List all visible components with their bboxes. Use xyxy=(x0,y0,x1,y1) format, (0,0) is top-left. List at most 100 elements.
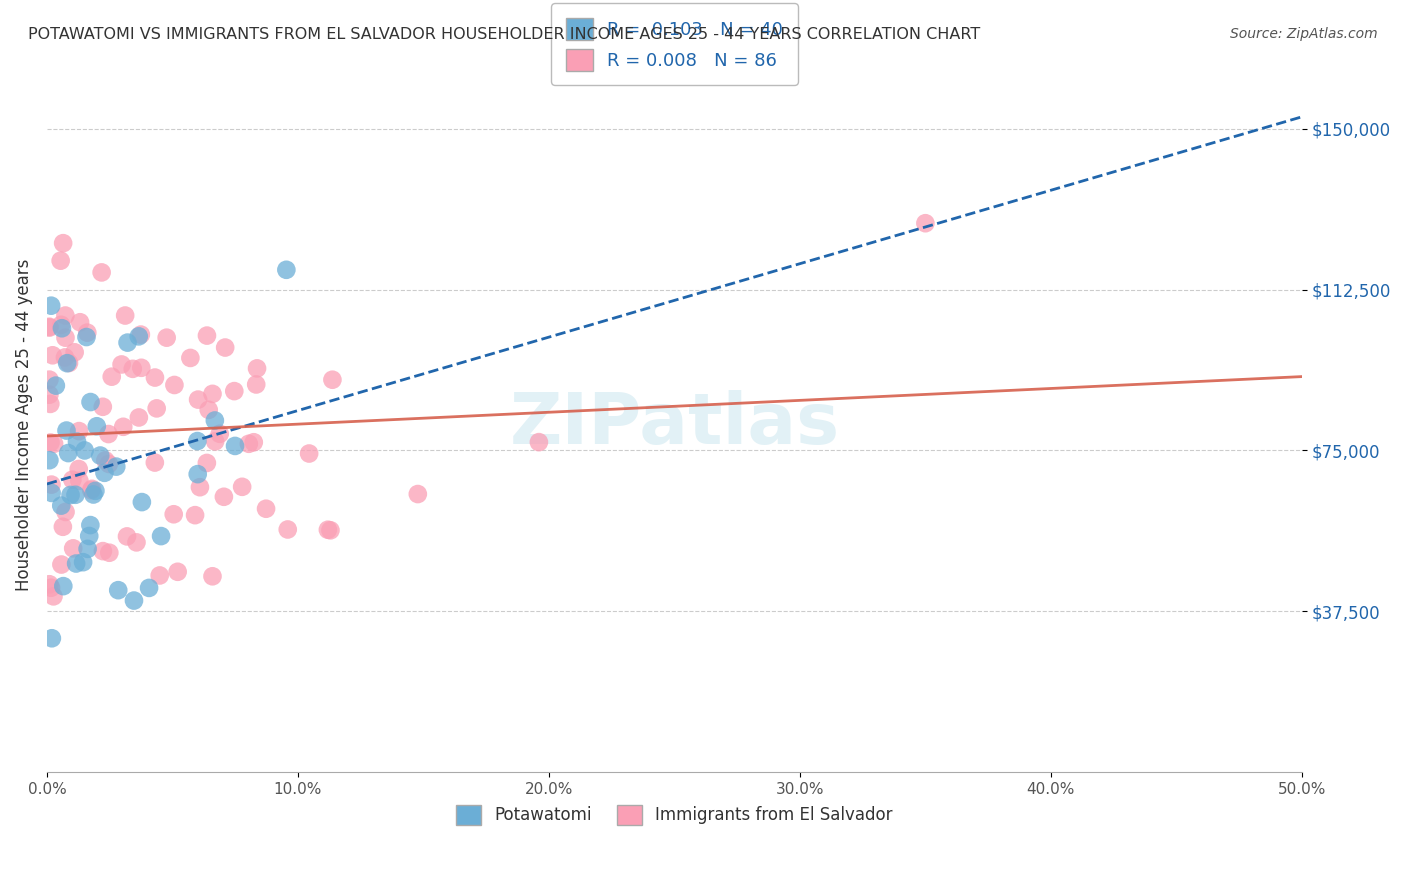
Immigrants from El Salvador xyxy=(254,501,277,516)
Potawatomi xyxy=(58,446,80,460)
Immigrants from El Salvador xyxy=(214,341,236,355)
Potawatomi xyxy=(224,439,246,453)
Potawatomi xyxy=(89,449,111,463)
Potawatomi xyxy=(79,395,101,409)
Immigrants from El Salvador xyxy=(76,326,98,340)
Immigrants from El Salvador xyxy=(97,427,120,442)
Immigrants from El Salvador xyxy=(39,435,62,450)
Immigrants from El Salvador xyxy=(69,315,91,329)
Potawatomi xyxy=(76,541,98,556)
Immigrants from El Salvador xyxy=(121,361,143,376)
Immigrants from El Salvador xyxy=(163,378,186,392)
Immigrants from El Salvador xyxy=(63,345,86,359)
Immigrants from El Salvador xyxy=(97,457,120,471)
Immigrants from El Salvador xyxy=(53,351,76,365)
Immigrants from El Salvador xyxy=(238,437,260,451)
Potawatomi xyxy=(51,321,73,335)
Immigrants from El Salvador xyxy=(41,477,63,491)
Immigrants from El Salvador xyxy=(156,331,179,345)
Immigrants from El Salvador xyxy=(184,508,207,523)
Immigrants from El Salvador xyxy=(42,590,65,604)
Immigrants from El Salvador xyxy=(80,482,103,496)
Immigrants from El Salvador xyxy=(187,392,209,407)
Immigrants from El Salvador xyxy=(277,523,299,537)
Potawatomi xyxy=(107,583,129,598)
Potawatomi xyxy=(59,488,82,502)
Immigrants from El Salvador xyxy=(90,265,112,279)
Immigrants from El Salvador xyxy=(128,410,150,425)
Immigrants from El Salvador xyxy=(188,480,211,494)
Immigrants from El Salvador xyxy=(149,568,172,582)
Potawatomi xyxy=(93,466,115,480)
Immigrants from El Salvador xyxy=(67,462,90,476)
Immigrants from El Salvador xyxy=(201,569,224,583)
Immigrants from El Salvador xyxy=(231,480,253,494)
Immigrants from El Salvador xyxy=(212,490,235,504)
Potawatomi xyxy=(82,487,104,501)
Immigrants from El Salvador xyxy=(67,474,90,488)
Potawatomi xyxy=(51,499,73,513)
Immigrants from El Salvador xyxy=(55,331,77,345)
Immigrants from El Salvador xyxy=(39,581,62,595)
Immigrants from El Salvador xyxy=(914,216,936,230)
Immigrants from El Salvador xyxy=(195,456,218,470)
Immigrants from El Salvador xyxy=(208,426,231,441)
Immigrants from El Salvador xyxy=(100,369,122,384)
Potawatomi xyxy=(150,529,173,543)
Immigrants from El Salvador xyxy=(245,377,267,392)
Legend: Potawatomi, Immigrants from El Salvador: Potawatomi, Immigrants from El Salvador xyxy=(447,797,901,833)
Immigrants from El Salvador xyxy=(197,402,219,417)
Potawatomi xyxy=(122,593,145,607)
Immigrants from El Salvador xyxy=(114,309,136,323)
Immigrants from El Salvador xyxy=(143,370,166,384)
Immigrants from El Salvador xyxy=(195,328,218,343)
Immigrants from El Salvador xyxy=(49,253,72,268)
Immigrants from El Salvador xyxy=(52,520,75,534)
Immigrants from El Salvador xyxy=(62,541,84,556)
Potawatomi xyxy=(38,453,60,467)
Immigrants from El Salvador xyxy=(131,360,153,375)
Potawatomi xyxy=(86,419,108,434)
Potawatomi xyxy=(84,483,107,498)
Immigrants from El Salvador xyxy=(406,487,429,501)
Potawatomi xyxy=(128,329,150,343)
Immigrants from El Salvador xyxy=(60,473,83,487)
Immigrants from El Salvador xyxy=(179,351,201,365)
Immigrants from El Salvador xyxy=(51,558,73,572)
Immigrants from El Salvador xyxy=(38,320,60,334)
Immigrants from El Salvador xyxy=(42,436,65,450)
Immigrants from El Salvador xyxy=(58,356,80,370)
Immigrants from El Salvador xyxy=(246,361,269,376)
Potawatomi xyxy=(75,330,97,344)
Potawatomi xyxy=(45,378,67,392)
Immigrants from El Salvador xyxy=(115,529,138,543)
Potawatomi xyxy=(138,581,160,595)
Immigrants from El Salvador xyxy=(316,523,339,537)
Potawatomi xyxy=(52,579,75,593)
Potawatomi xyxy=(72,555,94,569)
Immigrants from El Salvador xyxy=(110,358,132,372)
Immigrants from El Salvador xyxy=(224,384,246,398)
Immigrants from El Salvador xyxy=(38,387,60,401)
Immigrants from El Salvador xyxy=(242,435,264,450)
Potawatomi xyxy=(65,557,87,571)
Immigrants from El Salvador xyxy=(527,435,550,450)
Potawatomi xyxy=(186,434,208,448)
Immigrants from El Salvador xyxy=(145,401,167,416)
Immigrants from El Salvador xyxy=(38,577,60,591)
Immigrants from El Salvador xyxy=(52,236,75,251)
Immigrants from El Salvador xyxy=(129,327,152,342)
Potawatomi xyxy=(131,495,153,509)
Immigrants from El Salvador xyxy=(166,565,188,579)
Immigrants from El Salvador xyxy=(55,505,77,519)
Text: POTAWATOMI VS IMMIGRANTS FROM EL SALVADOR HOUSEHOLDER INCOME AGES 25 - 44 YEARS : POTAWATOMI VS IMMIGRANTS FROM EL SALVADO… xyxy=(28,27,980,42)
Immigrants from El Salvador xyxy=(38,319,60,334)
Potawatomi xyxy=(105,459,128,474)
Potawatomi xyxy=(79,518,101,533)
Immigrants from El Salvador xyxy=(201,387,224,401)
Immigrants from El Salvador xyxy=(80,483,103,498)
Immigrants from El Salvador xyxy=(94,453,117,467)
Potawatomi xyxy=(65,488,87,502)
Immigrants from El Salvador xyxy=(143,456,166,470)
Potawatomi xyxy=(117,335,139,350)
